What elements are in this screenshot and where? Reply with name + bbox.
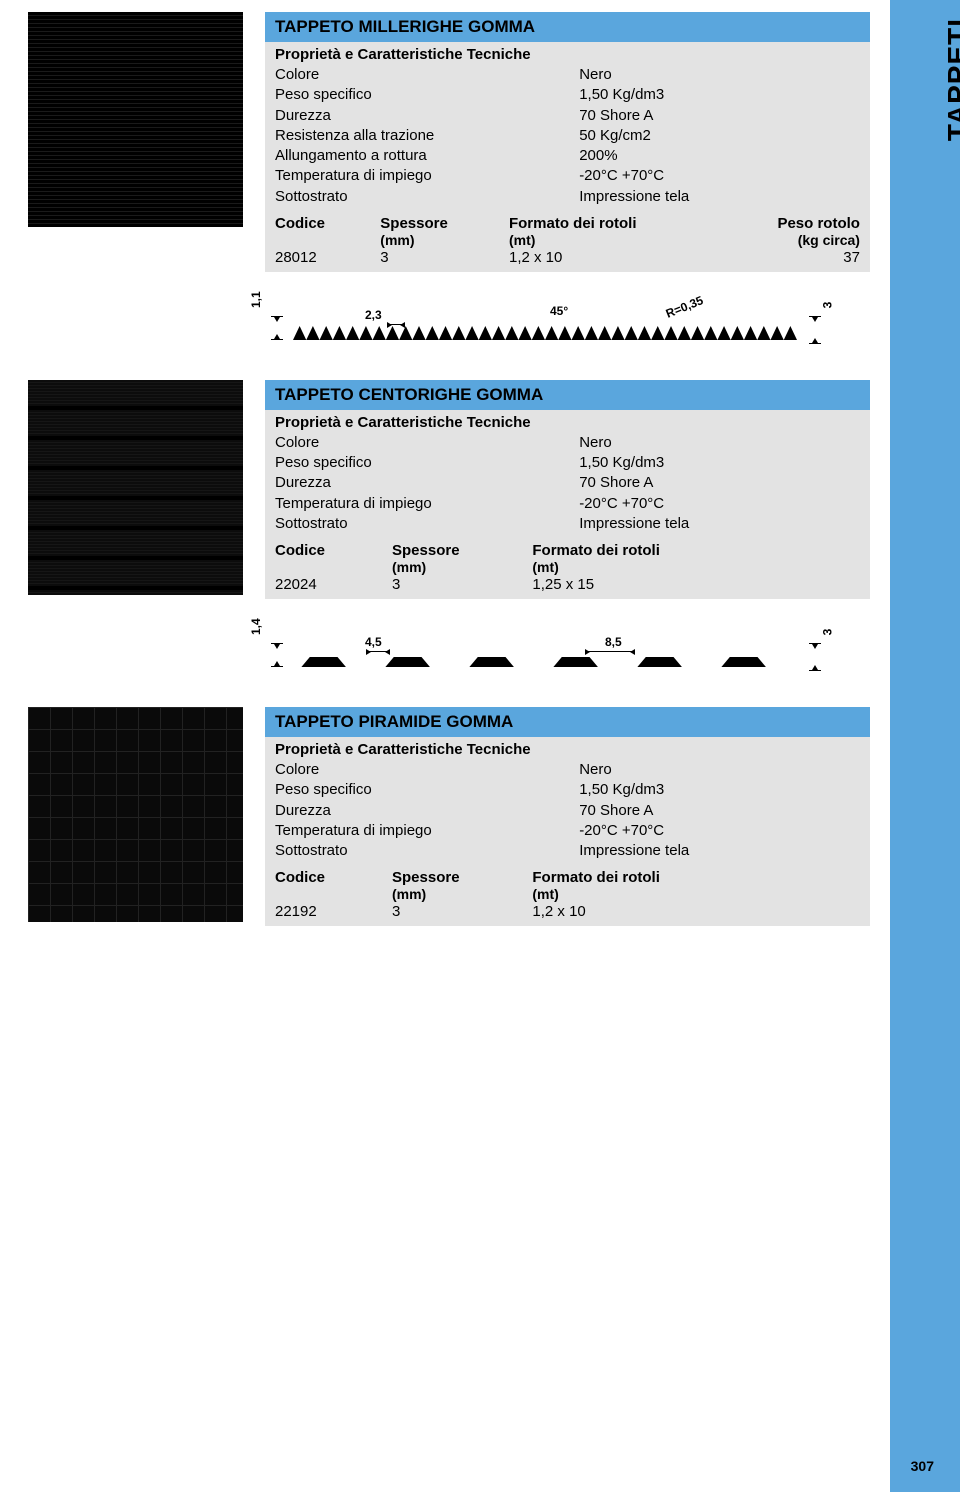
property-row: Temperatura di impiego-20°C +70°C bbox=[275, 494, 860, 514]
property-row: SottostratoImpressione tela bbox=[275, 514, 860, 534]
table-units: (mm) (mt) (kg circa) bbox=[265, 232, 870, 249]
property-row: SottostratoImpressione tela bbox=[275, 841, 860, 861]
product-thumbnail-centorighe bbox=[28, 380, 243, 595]
property-row: Peso specifico1,50 Kg/dm3 bbox=[275, 780, 860, 800]
dim-label: 3 bbox=[821, 301, 835, 308]
dimension-arrow-icon bbox=[809, 643, 821, 671]
property-row: Durezza70 Shore A bbox=[275, 801, 860, 821]
dimension-arrow-icon bbox=[271, 643, 283, 667]
property-row: Durezza70 Shore A bbox=[275, 473, 860, 493]
side-tab: TAPPETI bbox=[890, 0, 960, 1492]
side-tab-label: TAPPETI bbox=[942, 18, 960, 141]
dim-label: 1,1 bbox=[249, 291, 263, 308]
product-panel: TAPPETO PIRAMIDE GOMMA Proprietà e Carat… bbox=[265, 707, 870, 926]
product-panel: TAPPETO CENTORIGHE GOMMA Proprietà e Car… bbox=[265, 380, 870, 599]
product-block: TAPPETO MILLERIGHE GOMMA Proprietà e Car… bbox=[0, 12, 870, 272]
trapezoid-profile bbox=[293, 651, 797, 667]
property-row: Peso specifico1,50 Kg/dm3 bbox=[275, 85, 860, 105]
dim-label: 4,5 bbox=[365, 635, 382, 649]
product-title: TAPPETO PIRAMIDE GOMMA bbox=[265, 707, 870, 737]
property-row: Temperatura di impiego-20°C +70°C bbox=[275, 166, 860, 186]
table-units: (mm) (mt) bbox=[265, 559, 870, 576]
product-panel: TAPPETO MILLERIGHE GOMMA Proprietà e Car… bbox=[265, 12, 870, 272]
product-subtitle: Proprietà e Caratteristiche Tecniche bbox=[265, 410, 870, 433]
profile-diagram-sawtooth: 1,1 2,3 45° R=0,35 3 bbox=[265, 290, 825, 350]
property-row: Temperatura di impiego-20°C +70°C bbox=[275, 821, 860, 841]
table-header: Codice Spessore Formato dei rotoli bbox=[265, 540, 870, 559]
dim-label: 3 bbox=[821, 629, 835, 636]
product-block: TAPPETO CENTORIGHE GOMMA Proprietà e Car… bbox=[0, 380, 870, 599]
product-title: TAPPETO CENTORIGHE GOMMA bbox=[265, 380, 870, 410]
properties-list: ColoreNero Peso specifico1,50 Kg/dm3 Dur… bbox=[265, 760, 870, 867]
table-row: 28012 3 1,2 x 10 37 bbox=[265, 249, 870, 272]
property-row: ColoreNero bbox=[275, 65, 860, 85]
dim-label: R=0,35 bbox=[664, 293, 705, 321]
dimension-arrow-icon bbox=[809, 316, 821, 344]
profile-diagram-trapezoid: 1,4 4,5 8,5 3 bbox=[265, 617, 825, 677]
table-row: 22192 3 1,2 x 10 bbox=[265, 903, 870, 926]
property-row: ColoreNero bbox=[275, 760, 860, 780]
property-row: Durezza70 Shore A bbox=[275, 106, 860, 126]
product-subtitle: Proprietà e Caratteristiche Tecniche bbox=[265, 42, 870, 65]
property-row: Peso specifico1,50 Kg/dm3 bbox=[275, 453, 860, 473]
product-thumbnail-piramide bbox=[28, 707, 243, 922]
dimension-arrow-icon bbox=[271, 316, 283, 340]
property-row: ColoreNero bbox=[275, 433, 860, 453]
property-row: SottostratoImpressione tela bbox=[275, 187, 860, 207]
product-block: TAPPETO PIRAMIDE GOMMA Proprietà e Carat… bbox=[0, 707, 870, 926]
product-thumbnail-millerighe bbox=[28, 12, 243, 227]
product-subtitle: Proprietà e Caratteristiche Tecniche bbox=[265, 737, 870, 760]
sawtooth-profile bbox=[293, 320, 797, 340]
property-row: Allungamento a rottura200% bbox=[275, 146, 860, 166]
page-number: 307 bbox=[911, 1458, 934, 1474]
dim-label: 8,5 bbox=[605, 635, 622, 649]
page: TAPPETI 307 TAPPETO MILLERIGHE GOMMA Pro… bbox=[0, 0, 960, 1492]
content: TAPPETO MILLERIGHE GOMMA Proprietà e Car… bbox=[0, 12, 870, 938]
dim-label: 45° bbox=[550, 304, 568, 318]
product-title: TAPPETO MILLERIGHE GOMMA bbox=[265, 12, 870, 42]
property-row: Resistenza alla trazione50 Kg/cm2 bbox=[275, 126, 860, 146]
properties-list: ColoreNero Peso specifico1,50 Kg/dm3 Dur… bbox=[265, 433, 870, 540]
table-units: (mm) (mt) bbox=[265, 886, 870, 903]
properties-list: ColoreNero Peso specifico1,50 Kg/dm3 Dur… bbox=[265, 65, 870, 213]
table-header: Codice Spessore Formato dei rotoli Peso … bbox=[265, 213, 870, 232]
table-header: Codice Spessore Formato dei rotoli bbox=[265, 867, 870, 886]
table-row: 22024 3 1,25 x 15 bbox=[265, 576, 870, 599]
dim-label: 1,4 bbox=[249, 618, 263, 635]
